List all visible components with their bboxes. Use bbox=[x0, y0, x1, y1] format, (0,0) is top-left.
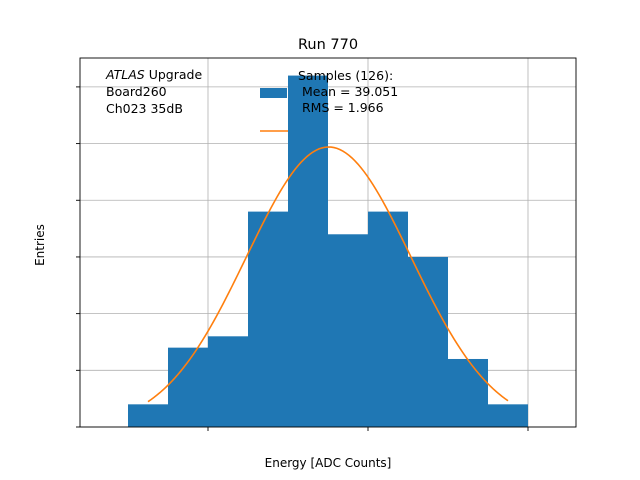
annotation-line: Board260 bbox=[106, 84, 167, 99]
x-axis-label: Energy [ADC Counts] bbox=[265, 456, 392, 470]
histogram-bar bbox=[248, 211, 288, 427]
histogram-bar bbox=[448, 358, 488, 427]
legend: Samples (126): Mean = 39.051 RMS = 1.966 bbox=[260, 68, 398, 132]
chart-title: Run 770 bbox=[298, 37, 358, 53]
histogram-bar bbox=[368, 211, 408, 427]
legend-label-histogram: Samples (126): Mean = 39.051 RMS = 1.966 bbox=[298, 68, 398, 115]
legend-label-line: Mean = 39.051 bbox=[298, 84, 398, 99]
histogram-bar bbox=[288, 75, 328, 428]
gaussian-fit-layer bbox=[147, 146, 509, 403]
histogram-bar bbox=[208, 336, 248, 427]
annotation-line: Ch023 35dB bbox=[106, 101, 183, 116]
gaussian-fit-line bbox=[147, 146, 509, 403]
plot-frame bbox=[79, 57, 577, 428]
atlas-annotation: ATLAS Upgrade Board260 Ch023 35dB bbox=[105, 67, 202, 116]
y-axis-label: Entries bbox=[33, 224, 47, 266]
tick-labels bbox=[76, 86, 529, 431]
histogram-bar bbox=[408, 256, 448, 427]
axes bbox=[79, 57, 577, 428]
annotation-line: ATLAS Upgrade bbox=[105, 67, 202, 82]
histogram-bars bbox=[128, 75, 528, 428]
annotation-text: Upgrade bbox=[145, 67, 203, 82]
legend-label-line: Samples (126): bbox=[298, 68, 393, 83]
histogram-bar bbox=[128, 404, 168, 427]
histogram-bar bbox=[488, 404, 528, 427]
legend-label-line: RMS = 1.966 bbox=[298, 100, 384, 115]
histogram-bar bbox=[168, 347, 208, 427]
legend-swatch-histogram bbox=[260, 88, 287, 98]
annotation-italic-text: ATLAS bbox=[105, 67, 145, 82]
histogram-bar bbox=[328, 234, 368, 427]
annotation-text: Board260 bbox=[106, 84, 167, 99]
annotation-text: Ch023 35dB bbox=[106, 101, 183, 116]
